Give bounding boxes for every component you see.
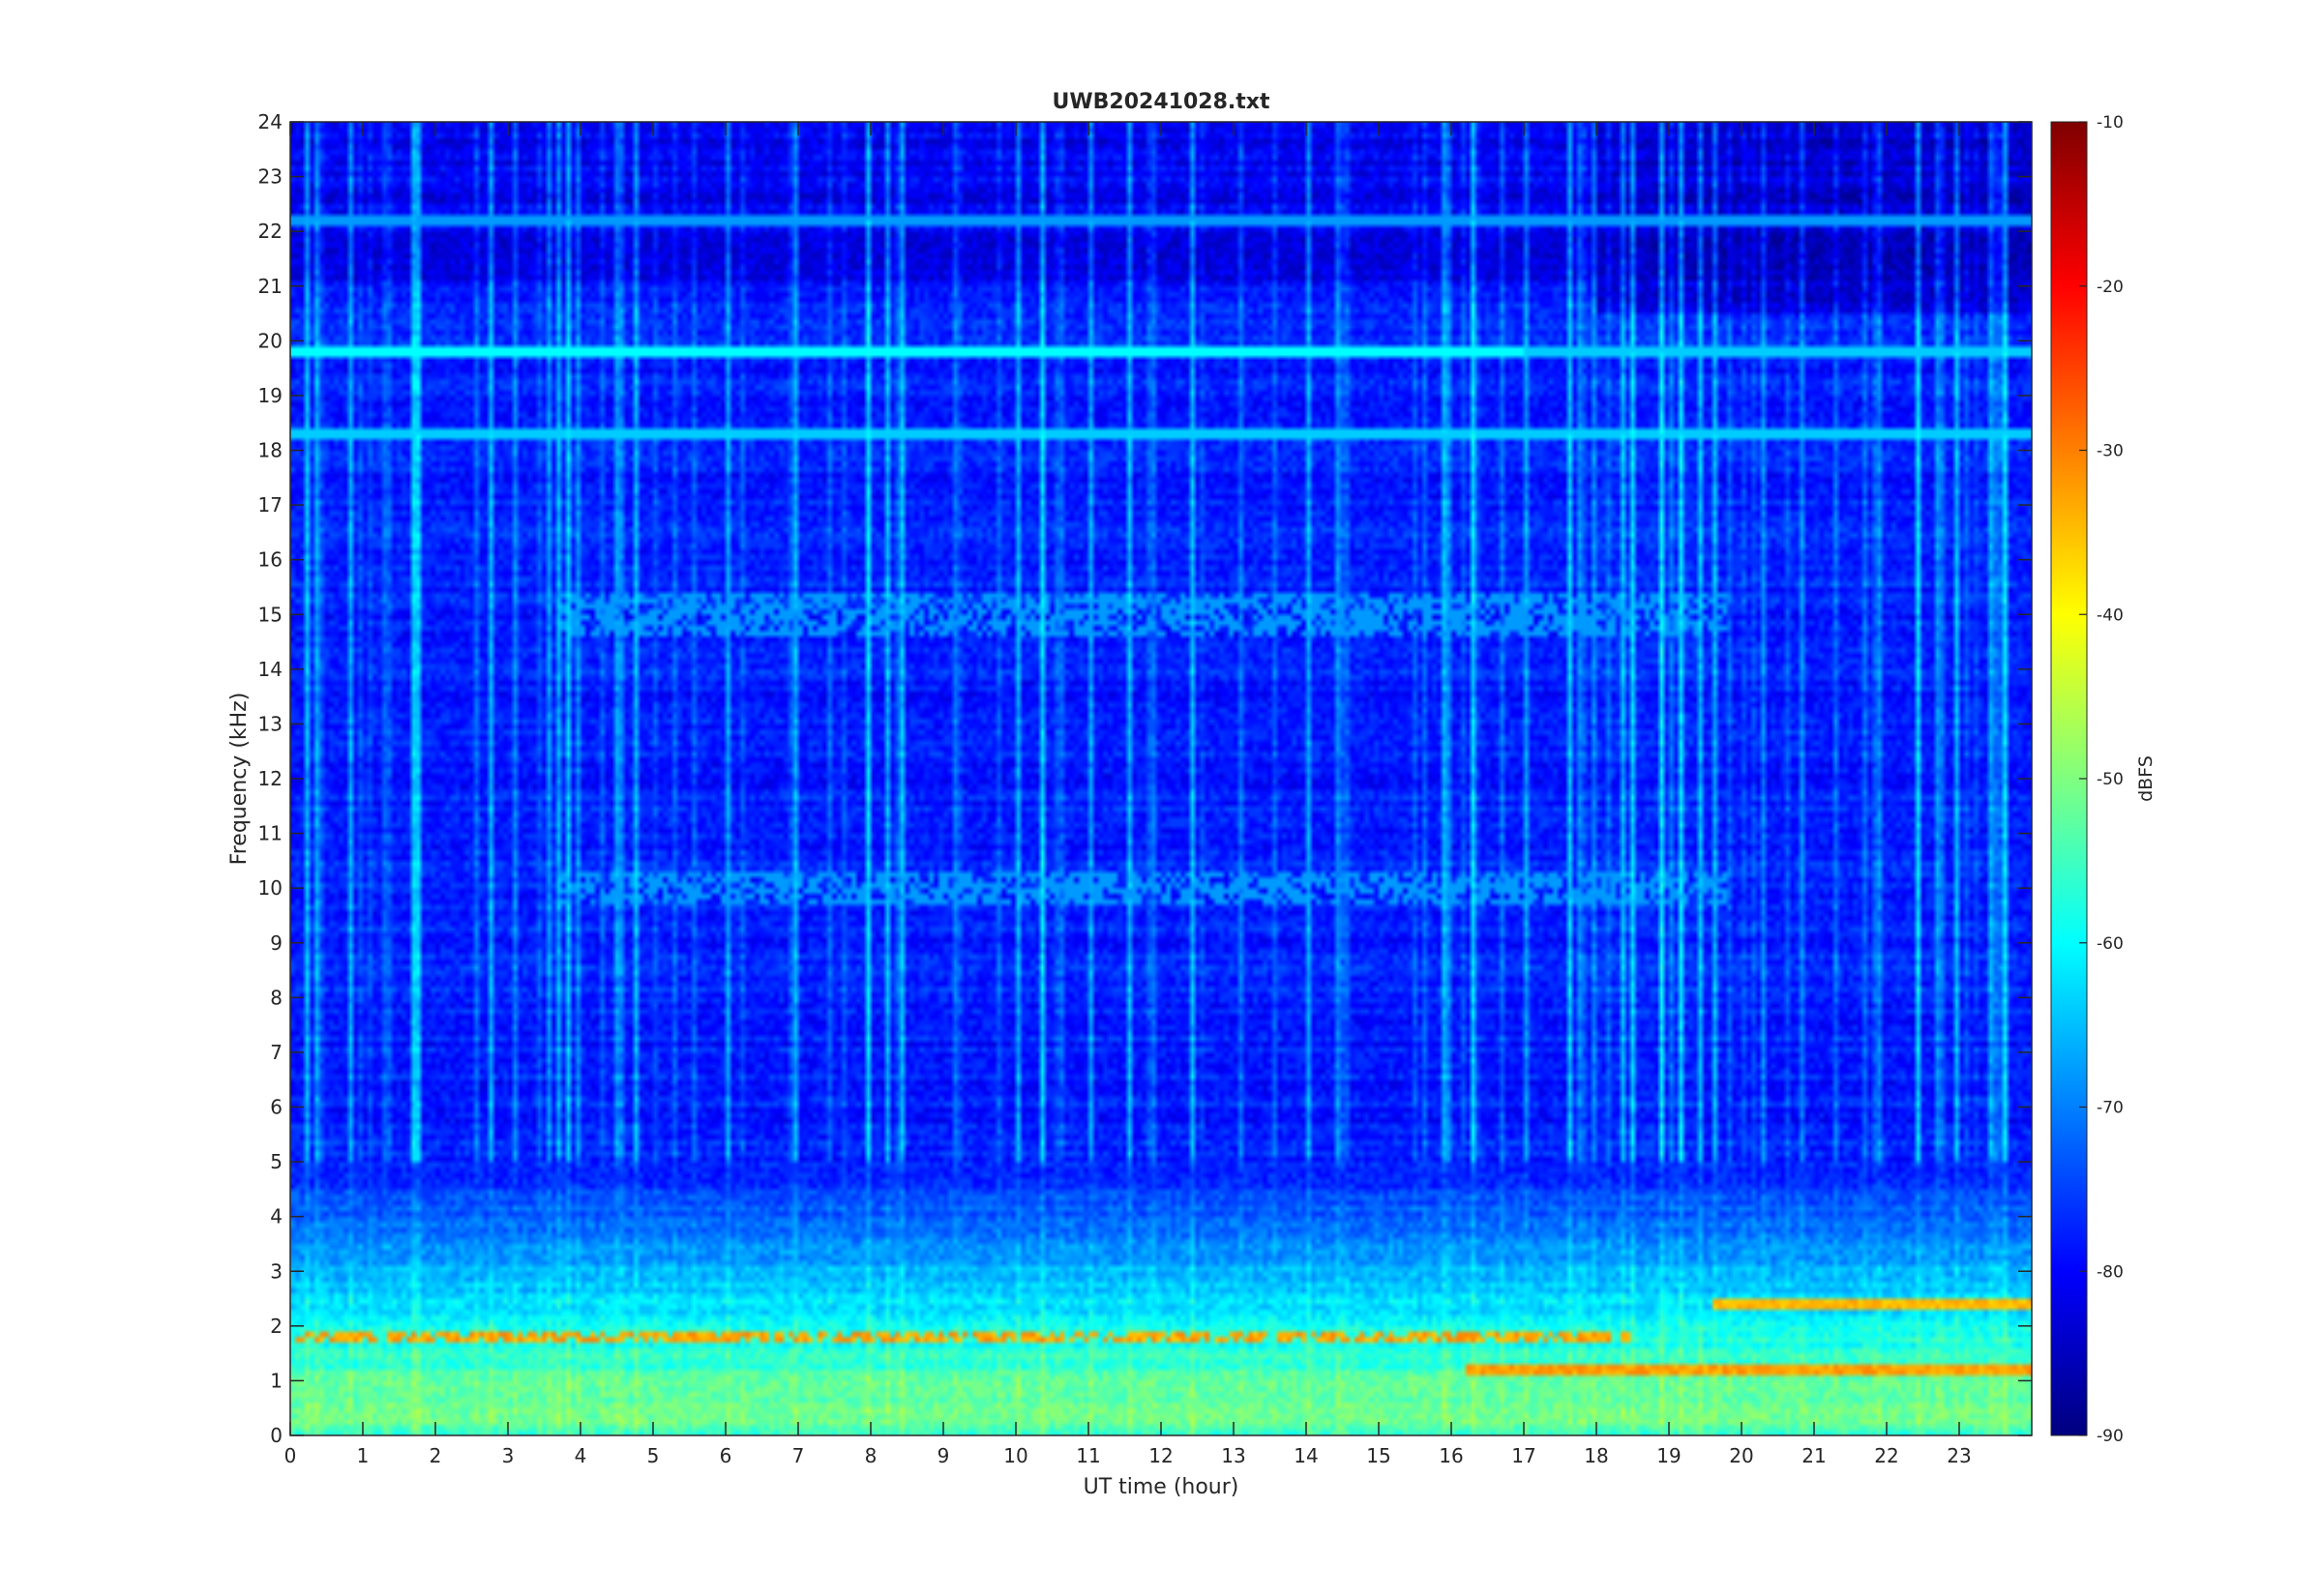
x-tick-label: 22 <box>1874 1444 1898 1467</box>
x-axis-ticks: 0 1 2 3 4 5 6 7 8 9 10 11 12 13 14 15 16 17 18 19 20 21 22 23 <box>284 122 1972 1467</box>
x-tick-label: 10 <box>1003 1444 1027 1467</box>
y-tick-label: 5 <box>270 1150 283 1173</box>
y-tick-label: 19 <box>258 384 283 407</box>
spectrogram-image <box>290 122 2032 1435</box>
colorbar-tick-label: -50 <box>2097 770 2124 789</box>
colorbar-label: dBFS <box>2135 755 2157 802</box>
colorbar-tick-label: -60 <box>2097 934 2124 954</box>
y-tick-label: 18 <box>258 439 283 462</box>
y-tick-label: 0 <box>270 1424 283 1447</box>
y-tick-label: 24 <box>258 110 283 133</box>
y-tick-label: 4 <box>270 1205 283 1228</box>
colorbar-tick-label: -40 <box>2097 606 2124 625</box>
colorbar-tick-label: -90 <box>2097 1427 2124 1446</box>
x-tick-label: 14 <box>1294 1444 1318 1467</box>
y-tick-label: 10 <box>258 876 283 900</box>
y-tick-label: 3 <box>270 1259 283 1283</box>
spectrogram-plot-area <box>290 122 2032 1435</box>
x-tick-label: 17 <box>1511 1444 1535 1467</box>
x-tick-label: 11 <box>1076 1444 1100 1467</box>
chart-title: UWB20241028.txt <box>1053 90 1270 114</box>
y-tick-label: 22 <box>258 220 283 243</box>
x-tick-label: 13 <box>1221 1444 1245 1467</box>
x-tick-label: 5 <box>647 1444 660 1467</box>
y-tick-label: 11 <box>258 822 283 845</box>
x-tick-label: 21 <box>1801 1444 1826 1467</box>
y-tick-label: 9 <box>270 931 283 955</box>
x-tick-label: 1 <box>357 1444 370 1467</box>
y-tick-label: 14 <box>258 658 283 681</box>
x-tick-label: 4 <box>575 1444 587 1467</box>
x-tick-label: 0 <box>284 1444 297 1467</box>
x-tick-label: 16 <box>1439 1444 1463 1467</box>
x-axis-label: UT time (hour) <box>1084 1475 1239 1499</box>
colorbar-ticks: -10 -20 -30 -40 -50 -60 -70 -80 -90 <box>2079 113 2124 1446</box>
colorbar-tick-label: -30 <box>2097 442 2124 461</box>
x-tick-label: 20 <box>1729 1444 1753 1467</box>
y-tick-label: 16 <box>258 548 283 572</box>
y-tick-label: 21 <box>258 275 283 298</box>
y-tick-label: 1 <box>270 1369 283 1392</box>
x-tick-label: 18 <box>1584 1444 1608 1467</box>
y-tick-label: 23 <box>258 165 283 189</box>
x-tick-label: 12 <box>1148 1444 1173 1467</box>
x-tick-label: 23 <box>1947 1444 1971 1467</box>
y-tick-label: 2 <box>270 1315 283 1338</box>
x-tick-label: 9 <box>938 1444 950 1467</box>
colorbar: -10 -20 -30 -40 -50 -60 -70 -80 -90 dBFS <box>2050 113 2157 1446</box>
x-tick-label: 2 <box>430 1444 442 1467</box>
colorbar-tick-label: -20 <box>2097 278 2124 297</box>
x-tick-label: 15 <box>1366 1444 1390 1467</box>
y-tick-label: 8 <box>270 986 283 1009</box>
y-axis-label: Frequency (kHz) <box>227 693 252 866</box>
x-tick-label: 19 <box>1656 1444 1681 1467</box>
colorbar-tick-label: -70 <box>2097 1099 2124 1118</box>
y-tick-label: 7 <box>270 1041 283 1064</box>
y-tick-label: 6 <box>270 1096 283 1119</box>
x-tick-label: 6 <box>720 1444 732 1467</box>
y-tick-label: 15 <box>258 603 283 626</box>
x-tick-label: 8 <box>865 1444 878 1467</box>
y-tick-label: 13 <box>258 712 283 735</box>
colorbar-tick-label: -10 <box>2097 113 2124 133</box>
x-tick-label: 7 <box>792 1444 805 1467</box>
y-tick-label: 17 <box>258 493 283 517</box>
y-tick-label: 20 <box>258 329 283 352</box>
colorbar-tick-label: -80 <box>2097 1262 2124 1282</box>
y-tick-label: 12 <box>258 767 283 790</box>
x-tick-label: 3 <box>502 1444 515 1467</box>
